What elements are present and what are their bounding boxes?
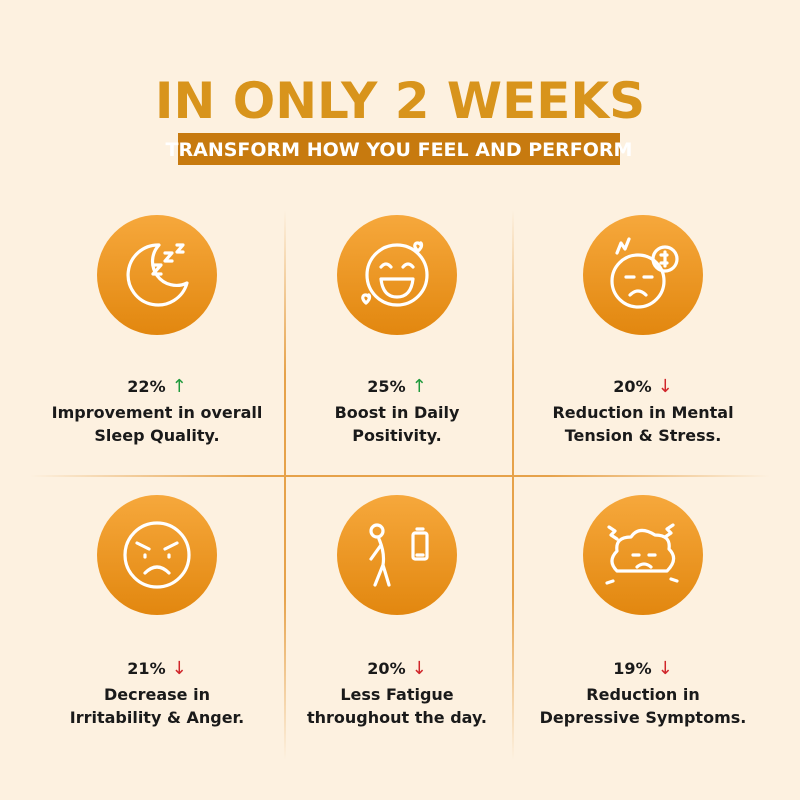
arrow: ↑ [172,376,187,397]
description: Reduction in Mental [552,403,733,422]
divider [30,475,770,477]
description: Positivity. [352,426,441,445]
arrow: ↓ [658,658,673,679]
divider [284,210,286,760]
percent: 21% [127,659,165,678]
arrow: ↓ [172,658,187,679]
stat: 19% ↓ [613,658,672,679]
stat: 22% ↑ [127,376,186,397]
percent: 25% [367,377,405,396]
subtitle: TRANSFORM HOW YOU FEEL AND PERFORM [166,139,633,161]
fatigue-icon [337,495,457,615]
description: Decrease in [104,685,210,704]
description: Reduction in [586,685,699,704]
description: throughout the day. [307,708,487,727]
percent: 19% [613,659,651,678]
description: Less Fatigue [340,685,453,704]
stat: 25% ↑ [367,376,426,397]
stress-icon [583,215,703,335]
description: Improvement in overall [52,403,263,422]
stat: 21% ↓ [127,658,186,679]
divider [512,210,514,760]
description: Sleep Quality. [94,426,219,445]
description: Boost in Daily [335,403,460,422]
description: Tension & Stress. [565,426,722,445]
percent: 20% [367,659,405,678]
stat: 20% ↓ [367,658,426,679]
stat: 20% ↓ [613,376,672,397]
depression-icon [583,495,703,615]
percent: 20% [613,377,651,396]
subtitle-band [178,133,620,165]
percent: 22% [127,377,165,396]
arrow: ↓ [412,658,427,679]
description: Depressive Symptoms. [540,708,747,727]
title: IN ONLY 2 WEEKS [155,72,645,130]
description: Irritability & Anger. [70,708,245,727]
angry-icon [97,495,217,615]
arrow: ↓ [658,376,673,397]
arrow: ↑ [412,376,427,397]
happy-icon [337,215,457,335]
sleep-icon [97,215,217,335]
